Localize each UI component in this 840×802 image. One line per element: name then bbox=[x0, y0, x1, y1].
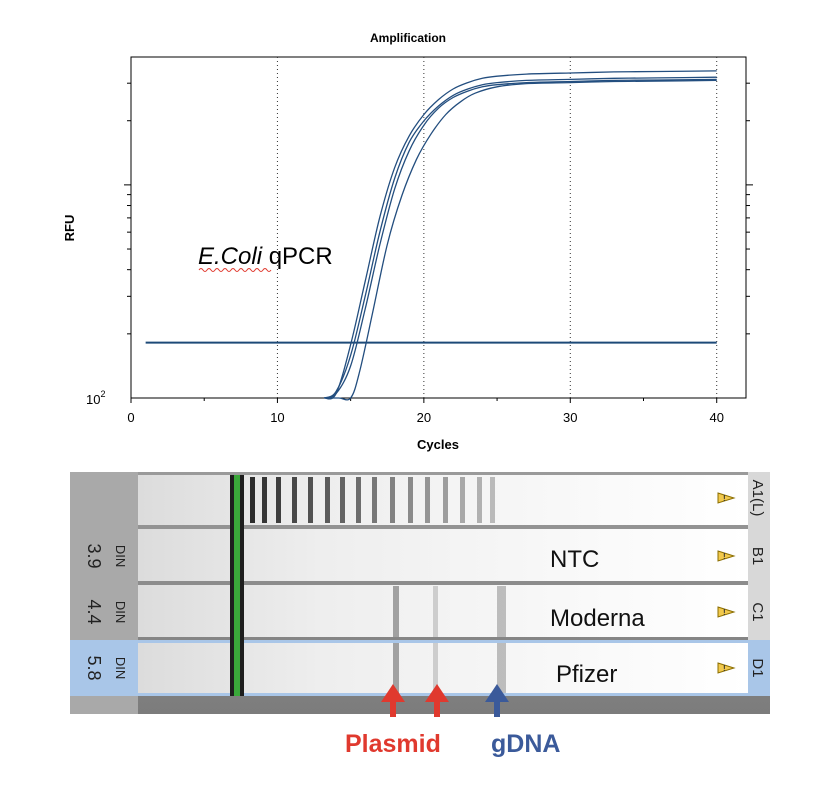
ladder-band bbox=[390, 477, 395, 523]
lane-c1 bbox=[138, 585, 748, 637]
gel-image: A1(L) B1 C1 D1 DIN 3.9 DIN 4.4 DIN 5.8 N… bbox=[70, 472, 770, 758]
ladder-band bbox=[340, 477, 345, 523]
chart-annotation: E.Coli qPCR bbox=[198, 243, 333, 270]
din-label-c1: DIN bbox=[113, 601, 128, 623]
y-tick-exponent: 2 bbox=[100, 389, 105, 399]
ladder-bands bbox=[250, 477, 495, 523]
ladder-band bbox=[460, 477, 465, 523]
sample-band bbox=[433, 643, 438, 693]
gridlines bbox=[276, 57, 718, 398]
gdna-label: gDNA bbox=[491, 730, 560, 758]
x-tick-label: 10 bbox=[270, 410, 284, 425]
svg-text:!: ! bbox=[723, 494, 726, 503]
gdna-arrow bbox=[485, 684, 509, 717]
series-curve-1 bbox=[324, 70, 717, 400]
sample-labels: NTC Moderna Pfizer bbox=[550, 546, 645, 688]
right-label-selected bbox=[748, 640, 770, 696]
svg-text:!: ! bbox=[723, 664, 726, 673]
lane-id-d1: D1 bbox=[749, 658, 766, 677]
ladder-band bbox=[443, 477, 448, 523]
sample-bands bbox=[393, 586, 506, 693]
din-label-d1: DIN bbox=[113, 657, 128, 679]
sample-label-pfizer: Pfizer bbox=[556, 661, 617, 688]
y-axis-label: RFU bbox=[62, 215, 77, 242]
ladder-band bbox=[356, 477, 361, 523]
spellcheck-underline bbox=[198, 268, 272, 272]
sample-label-ntc: NTC bbox=[550, 546, 599, 573]
annotation-normal: qPCR bbox=[262, 243, 333, 270]
ladder-band bbox=[477, 477, 482, 523]
warning-triangle-icon: ! bbox=[717, 662, 736, 674]
svg-text:!: ! bbox=[723, 552, 726, 561]
din-labels: DIN 3.9 DIN 4.4 DIN 5.8 bbox=[84, 543, 128, 680]
plot-frame bbox=[130, 56, 747, 399]
plasmid-arrow-2 bbox=[425, 684, 449, 717]
ladder-band bbox=[372, 477, 377, 523]
sample-band bbox=[433, 586, 438, 637]
ladder-band bbox=[490, 477, 495, 523]
ladder-band bbox=[276, 477, 281, 523]
ladder-band bbox=[325, 477, 330, 523]
lane-ids: A1(L) B1 C1 D1 bbox=[749, 480, 766, 678]
x-tick-label: 30 bbox=[563, 410, 577, 425]
y-tick-base: 10 bbox=[86, 392, 100, 407]
warning-triangle-icon: ! bbox=[717, 492, 736, 504]
ladder-band bbox=[250, 477, 255, 523]
x-axis-label: Cycles bbox=[417, 437, 459, 452]
y-tick-label: 102 bbox=[86, 389, 105, 407]
lane-d1 bbox=[138, 643, 748, 693]
warning-icons: ! ! ! ! bbox=[717, 492, 736, 674]
series-curve-3 bbox=[324, 78, 717, 399]
din-value-c1: 4.4 bbox=[84, 599, 104, 624]
ladder-band bbox=[425, 477, 430, 523]
din-value-d1: 5.8 bbox=[84, 655, 104, 680]
annotation-italic: E.Coli bbox=[198, 243, 263, 270]
svg-text:!: ! bbox=[723, 608, 726, 617]
plasmid-arrow-1 bbox=[381, 684, 405, 717]
lane-id-c1: C1 bbox=[749, 602, 766, 621]
amplification-curves bbox=[323, 70, 717, 401]
lane-b1 bbox=[138, 529, 748, 581]
sample-band bbox=[497, 643, 506, 693]
x-tick-label: 20 bbox=[417, 410, 431, 425]
marker-lines bbox=[230, 475, 244, 696]
y-axis-minor-ticks bbox=[124, 82, 753, 335]
lane-id-a1: A1(L) bbox=[749, 480, 766, 517]
amplification-chart: Amplification 0 10 20 30 40 RFU Cycles 102 E… bbox=[62, 31, 753, 452]
ladder-band bbox=[262, 477, 267, 523]
series-curve-4 bbox=[324, 79, 717, 401]
x-axis-ticks: 0 10 20 30 40 bbox=[127, 398, 724, 425]
left-panel-selected bbox=[70, 640, 138, 696]
sample-band bbox=[393, 586, 399, 637]
warning-triangle-icon: ! bbox=[717, 550, 736, 562]
din-label-b1: DIN bbox=[113, 545, 128, 567]
ladder-band bbox=[292, 477, 297, 523]
ladder-band bbox=[308, 477, 313, 523]
sample-band bbox=[497, 586, 506, 637]
sample-band bbox=[393, 643, 399, 693]
lane-id-b1: B1 bbox=[749, 547, 766, 565]
marker-green bbox=[234, 475, 240, 696]
chart-title: Amplification bbox=[370, 31, 446, 45]
x-tick-label: 0 bbox=[127, 410, 134, 425]
ladder-band bbox=[408, 477, 413, 523]
plasmid-label: Plasmid bbox=[345, 730, 441, 758]
sample-label-moderna: Moderna bbox=[550, 605, 645, 632]
warning-triangle-icon: ! bbox=[717, 606, 736, 618]
series-curve-2 bbox=[323, 76, 717, 399]
x-tick-label: 40 bbox=[709, 410, 723, 425]
din-value-b1: 3.9 bbox=[84, 543, 104, 568]
